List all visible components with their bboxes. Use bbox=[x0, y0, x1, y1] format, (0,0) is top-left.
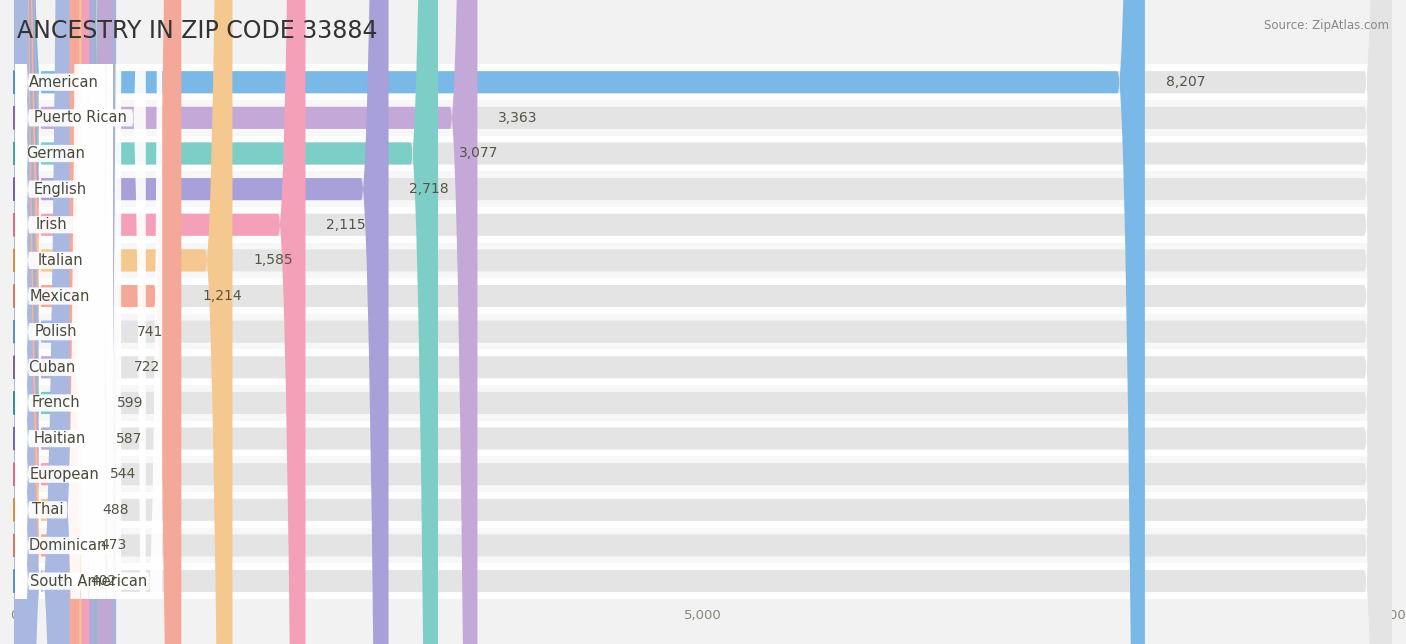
Text: 3,077: 3,077 bbox=[458, 146, 498, 160]
FancyBboxPatch shape bbox=[14, 0, 1144, 644]
FancyBboxPatch shape bbox=[0, 64, 1406, 100]
FancyBboxPatch shape bbox=[0, 564, 1406, 599]
FancyBboxPatch shape bbox=[15, 0, 97, 644]
FancyBboxPatch shape bbox=[15, 0, 97, 644]
FancyBboxPatch shape bbox=[14, 0, 1392, 644]
FancyBboxPatch shape bbox=[14, 0, 114, 644]
FancyBboxPatch shape bbox=[14, 0, 1392, 644]
FancyBboxPatch shape bbox=[15, 0, 121, 644]
FancyBboxPatch shape bbox=[14, 0, 181, 644]
FancyBboxPatch shape bbox=[15, 0, 89, 644]
FancyBboxPatch shape bbox=[14, 0, 1392, 644]
Text: Puerto Rican: Puerto Rican bbox=[34, 110, 127, 126]
FancyBboxPatch shape bbox=[14, 0, 1392, 644]
Text: 544: 544 bbox=[110, 467, 136, 481]
Text: Cuban: Cuban bbox=[28, 360, 76, 375]
FancyBboxPatch shape bbox=[14, 0, 82, 644]
FancyBboxPatch shape bbox=[14, 0, 1392, 644]
FancyBboxPatch shape bbox=[14, 0, 1392, 644]
FancyBboxPatch shape bbox=[14, 0, 305, 644]
Text: 722: 722 bbox=[134, 360, 160, 374]
Text: English: English bbox=[34, 182, 87, 196]
Text: ANCESTRY IN ZIP CODE 33884: ANCESTRY IN ZIP CODE 33884 bbox=[17, 19, 377, 43]
Text: 599: 599 bbox=[117, 396, 143, 410]
Text: 741: 741 bbox=[136, 325, 163, 339]
Text: Italian: Italian bbox=[38, 253, 83, 268]
FancyBboxPatch shape bbox=[14, 0, 1392, 644]
FancyBboxPatch shape bbox=[15, 0, 105, 644]
FancyBboxPatch shape bbox=[0, 385, 1406, 421]
Text: 587: 587 bbox=[115, 431, 142, 446]
FancyBboxPatch shape bbox=[14, 0, 1392, 644]
FancyBboxPatch shape bbox=[0, 314, 1406, 350]
FancyBboxPatch shape bbox=[15, 0, 97, 644]
FancyBboxPatch shape bbox=[0, 171, 1406, 207]
FancyBboxPatch shape bbox=[0, 492, 1406, 527]
FancyBboxPatch shape bbox=[15, 0, 89, 644]
FancyBboxPatch shape bbox=[0, 350, 1406, 385]
Text: 1,585: 1,585 bbox=[253, 253, 292, 267]
FancyBboxPatch shape bbox=[14, 0, 69, 644]
FancyBboxPatch shape bbox=[14, 0, 117, 644]
Text: Dominican: Dominican bbox=[30, 538, 107, 553]
Text: Mexican: Mexican bbox=[30, 289, 90, 303]
Text: European: European bbox=[30, 467, 98, 482]
FancyBboxPatch shape bbox=[15, 0, 105, 644]
FancyBboxPatch shape bbox=[0, 100, 1406, 136]
FancyBboxPatch shape bbox=[15, 0, 105, 644]
FancyBboxPatch shape bbox=[0, 421, 1406, 457]
FancyBboxPatch shape bbox=[14, 0, 96, 644]
FancyBboxPatch shape bbox=[15, 0, 162, 644]
FancyBboxPatch shape bbox=[14, 0, 79, 644]
FancyBboxPatch shape bbox=[14, 0, 439, 644]
Text: 488: 488 bbox=[103, 503, 128, 517]
FancyBboxPatch shape bbox=[14, 0, 89, 644]
FancyBboxPatch shape bbox=[15, 0, 112, 644]
Text: 8,207: 8,207 bbox=[1166, 75, 1205, 90]
Text: 1,214: 1,214 bbox=[202, 289, 242, 303]
FancyBboxPatch shape bbox=[14, 0, 1392, 644]
Text: 2,718: 2,718 bbox=[409, 182, 449, 196]
Text: French: French bbox=[32, 395, 80, 410]
Text: 3,363: 3,363 bbox=[498, 111, 537, 125]
FancyBboxPatch shape bbox=[15, 0, 146, 644]
FancyBboxPatch shape bbox=[14, 0, 1392, 644]
FancyBboxPatch shape bbox=[14, 0, 1392, 644]
Text: 402: 402 bbox=[90, 574, 117, 588]
FancyBboxPatch shape bbox=[0, 207, 1406, 243]
FancyBboxPatch shape bbox=[0, 243, 1406, 278]
FancyBboxPatch shape bbox=[14, 0, 388, 644]
FancyBboxPatch shape bbox=[14, 0, 232, 644]
FancyBboxPatch shape bbox=[14, 0, 478, 644]
FancyBboxPatch shape bbox=[15, 0, 105, 644]
FancyBboxPatch shape bbox=[0, 457, 1406, 492]
FancyBboxPatch shape bbox=[14, 0, 97, 644]
Text: South American: South American bbox=[30, 574, 148, 589]
FancyBboxPatch shape bbox=[14, 0, 1392, 644]
FancyBboxPatch shape bbox=[14, 0, 1392, 644]
FancyBboxPatch shape bbox=[0, 278, 1406, 314]
Text: 473: 473 bbox=[100, 538, 127, 553]
Text: Haitian: Haitian bbox=[34, 431, 86, 446]
Text: Irish: Irish bbox=[37, 217, 67, 232]
Text: Polish: Polish bbox=[35, 324, 77, 339]
Text: 2,115: 2,115 bbox=[326, 218, 366, 232]
FancyBboxPatch shape bbox=[0, 527, 1406, 564]
Text: American: American bbox=[30, 75, 100, 90]
Text: German: German bbox=[27, 146, 86, 161]
FancyBboxPatch shape bbox=[15, 0, 112, 644]
Text: Thai: Thai bbox=[32, 502, 63, 517]
FancyBboxPatch shape bbox=[14, 0, 1392, 644]
FancyBboxPatch shape bbox=[14, 0, 1392, 644]
FancyBboxPatch shape bbox=[15, 0, 80, 644]
Text: Source: ZipAtlas.com: Source: ZipAtlas.com bbox=[1264, 19, 1389, 32]
FancyBboxPatch shape bbox=[0, 136, 1406, 171]
